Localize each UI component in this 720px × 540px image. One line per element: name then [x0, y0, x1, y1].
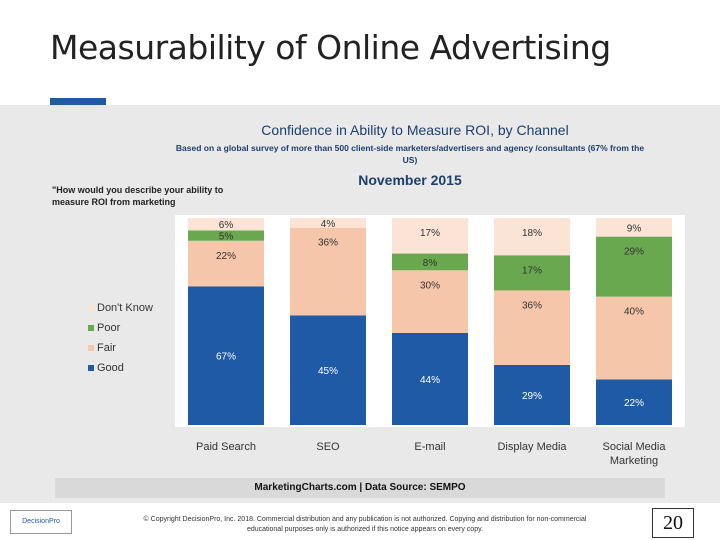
title-band — [0, 0, 720, 105]
category-label: Paid Search — [196, 441, 256, 453]
data-label: 29% — [624, 247, 644, 258]
chart-title-text: Confidence in Ability to Measure ROI, by… — [261, 122, 569, 138]
category-label: SEO — [316, 441, 340, 453]
data-label: 17% — [522, 265, 542, 276]
bar-segment — [188, 230, 264, 241]
bar-segment — [596, 236, 672, 297]
data-label: 17% — [420, 228, 440, 239]
legend-swatch — [88, 325, 94, 331]
data-label: 45% — [318, 366, 338, 377]
bar-segment — [392, 333, 468, 425]
bar-segment — [596, 379, 672, 425]
chart-title: Confidence in Ability to Measure ROI, by… — [0, 122, 720, 138]
bar-segment — [188, 218, 264, 231]
data-label: 67% — [216, 352, 236, 363]
data-label: 36% — [522, 300, 542, 311]
data-label: 44% — [420, 375, 440, 386]
legend: Don't Know Poor Fair Good — [88, 298, 153, 378]
legend-item-poor: Poor — [88, 318, 153, 338]
data-label: 30% — [420, 280, 440, 291]
category-label: Marketing — [610, 455, 658, 467]
bar-segment — [188, 240, 264, 287]
bar-segment — [290, 315, 366, 425]
bar-segment — [188, 286, 264, 425]
data-label: 22% — [216, 251, 236, 262]
category-label: E-mail — [414, 441, 445, 453]
bar-segment — [290, 218, 366, 228]
bar-segment — [392, 253, 468, 271]
category-label: Display Media — [497, 441, 567, 453]
company-logo: DecisionPro — [10, 510, 72, 534]
legend-label: Don't Know — [97, 302, 153, 314]
data-label: 22% — [624, 398, 644, 409]
data-label: 5% — [219, 232, 234, 243]
legend-item-dont-know: Don't Know — [88, 298, 153, 318]
bar-segment — [290, 227, 366, 316]
chart-subtitle: Based on a global survey of more than 50… — [175, 143, 645, 165]
data-label: 9% — [627, 223, 642, 234]
bar-segment — [596, 296, 672, 380]
legend-swatch — [88, 305, 94, 311]
footer — [0, 503, 720, 540]
legend-swatch — [88, 365, 94, 371]
data-label: 18% — [522, 228, 542, 239]
data-label: 8% — [423, 258, 438, 269]
legend-swatch — [88, 345, 94, 351]
data-label: 6% — [219, 220, 234, 231]
bar-segment — [392, 218, 468, 254]
bar-segment — [494, 290, 570, 365]
bar-segment — [494, 364, 570, 425]
legend-label: Fair — [97, 342, 116, 354]
survey-question: "How would you describe your ability to … — [52, 185, 224, 207]
page-number: 20 — [652, 508, 694, 538]
bar-segment — [596, 218, 672, 237]
legend-label: Poor — [97, 322, 121, 334]
chart-date: November 2015 — [358, 172, 462, 188]
copyright-notice: © Copyright DecisionPro, Inc. 2018. Comm… — [143, 516, 587, 533]
data-label: 29% — [522, 391, 542, 402]
data-label: 36% — [318, 238, 338, 249]
bar-segment — [392, 270, 468, 333]
legend-item-fair: Fair — [88, 338, 153, 358]
data-label: 40% — [624, 307, 644, 318]
legend-item-good: Good — [88, 358, 153, 378]
data-label: 4% — [321, 219, 336, 230]
source-bar: MarketingCharts.com | Data Source: SEMPO — [55, 478, 665, 498]
category-label: Social Media — [603, 441, 667, 453]
bar-segment — [494, 218, 570, 256]
title-accent-bar — [50, 98, 106, 105]
bar-segment — [494, 255, 570, 291]
slide-title: Measurability of Online Advertising — [50, 28, 611, 67]
legend-label: Good — [97, 362, 124, 374]
